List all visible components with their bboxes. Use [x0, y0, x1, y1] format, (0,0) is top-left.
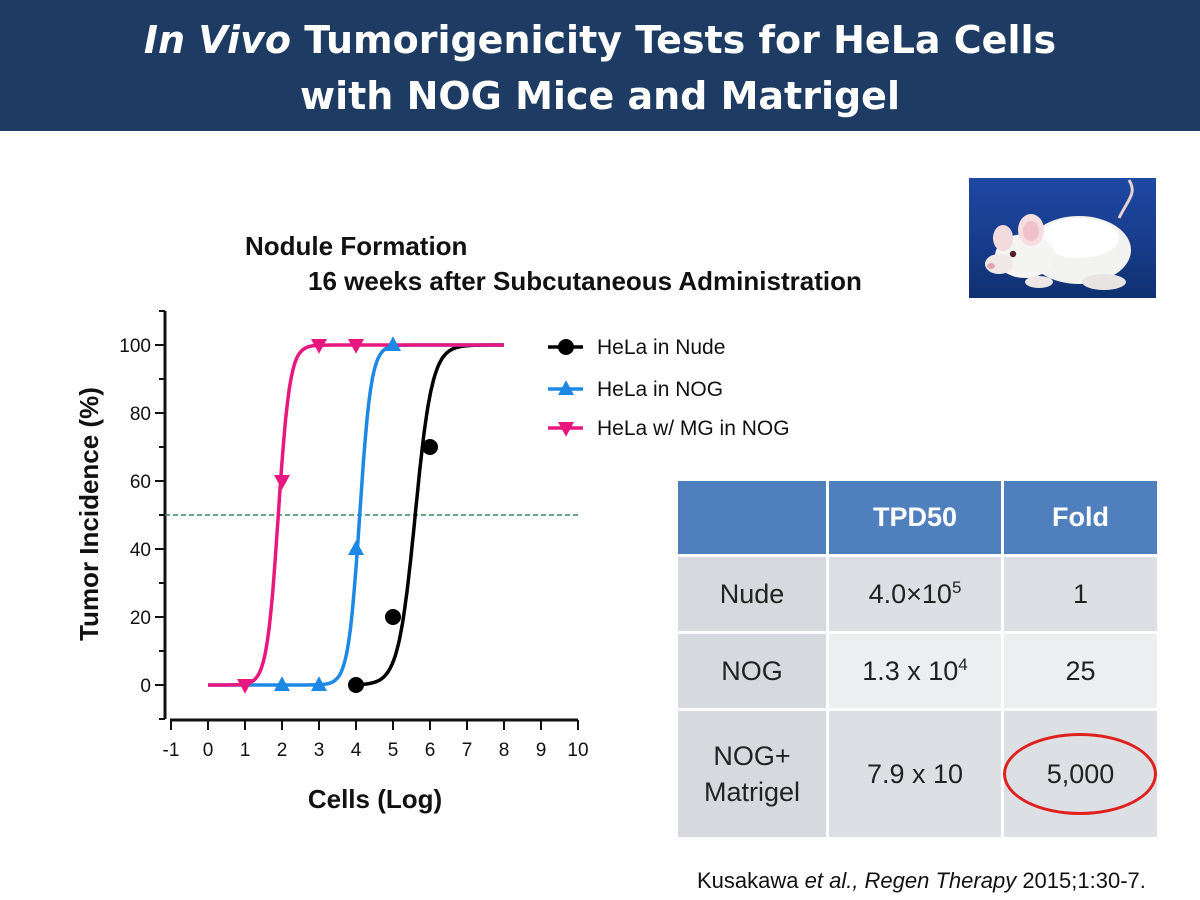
- fit-curve-2: [208, 343, 504, 687]
- legend-label: HeLa in NOG: [597, 378, 723, 401]
- data-point-0: [348, 677, 364, 693]
- data-point-1: [311, 676, 327, 691]
- x-axis-label: Cells (Log): [308, 784, 442, 814]
- fold-value: 25: [1001, 631, 1160, 711]
- fold-value: 1: [1001, 554, 1160, 634]
- x-tick-label: 4: [351, 740, 362, 761]
- table-header-row: TPD50 Fold: [675, 478, 1160, 557]
- row-label: NOG+ Matrigel: [675, 708, 829, 840]
- table-row: NOG 1.3 x 104 25: [675, 631, 1160, 711]
- fit-curve-1: [208, 343, 504, 687]
- data-point-1: [348, 540, 364, 555]
- x-tick-label: 9: [536, 740, 547, 761]
- row-label-line2: Matrigel: [703, 777, 801, 807]
- x-tick-label: 0: [203, 740, 214, 761]
- chart-axes: 0 20 40 60 80 100 -1 0 1 2 3 4 5 6 7 8 9 10: [119, 310, 589, 761]
- y-tick-label: 0: [140, 676, 151, 697]
- tpd50-value: 7.9 x 10: [826, 708, 1004, 840]
- row-label: Nude: [675, 554, 829, 634]
- x-tick-label: 8: [499, 740, 510, 761]
- y-tick-label: 20: [130, 608, 151, 629]
- row-label: NOG: [675, 631, 829, 711]
- x-tick-label: 3: [314, 740, 325, 761]
- tpd50-value: 1.3 x 104: [826, 631, 1004, 711]
- legend-marker: [558, 380, 574, 395]
- y-tick-label: 100: [119, 336, 151, 357]
- y-axis-label: Tumor Incidence (%): [74, 387, 104, 641]
- table-header-fold: Fold: [1001, 478, 1160, 557]
- data-point-2: [274, 475, 290, 490]
- chart-legend: HeLa in Nude HeLa in NOG HeLa w/ MG in NOG: [548, 336, 790, 440]
- data-point-1: [274, 676, 290, 691]
- mouse-photo: [969, 178, 1156, 298]
- legend-label: HeLa in Nude: [597, 336, 725, 359]
- y-tick-label: 60: [130, 472, 151, 493]
- data-point-0: [385, 609, 401, 625]
- table-header-tpd50: TPD50: [826, 478, 1004, 557]
- data-point-0: [422, 439, 438, 455]
- x-tick-label: 10: [567, 740, 588, 761]
- x-tick-label: 5: [388, 740, 399, 761]
- x-tick-label: 2: [277, 740, 288, 761]
- mouse-icon: [985, 179, 1134, 290]
- data-point-1: [385, 336, 401, 351]
- y-tick-label: 80: [130, 404, 151, 425]
- x-tick-label: 6: [425, 740, 436, 761]
- title-banner: In Vivo Tumorigenicity Tests for HeLa Ce…: [0, 0, 1200, 131]
- title-rest: Tumorigenicity Tests for HeLa Cells: [290, 18, 1057, 62]
- table-row: NOG+ Matrigel 7.9 x 10 5,000: [675, 708, 1160, 840]
- highlighted-fold: 5,000: [1003, 733, 1158, 815]
- x-tick-label: -1: [163, 740, 180, 761]
- legend-label: HeLa w/ MG in NOG: [597, 417, 790, 440]
- exponent: 4: [958, 654, 968, 674]
- title-italic: In Vivo: [143, 18, 291, 62]
- data-point-2: [237, 679, 253, 694]
- x-tick-label: 7: [462, 740, 473, 761]
- chart-subtitle: 16 weeks after Subcutaneous Administrati…: [308, 266, 862, 296]
- highlight-ellipse: [1003, 733, 1158, 815]
- tpd50-value: 4.0×105: [826, 554, 1004, 634]
- exponent: 5: [951, 577, 962, 597]
- legend-marker: [558, 339, 574, 355]
- y-tick-label: 40: [130, 540, 151, 561]
- chart-title: Nodule Formation: [245, 231, 468, 261]
- citation: Kusakawa et al., Regen Therapy 2015;1:30…: [697, 868, 1146, 893]
- tpd50-table: TPD50 Fold Nude 4.0×105 1 NOG 1.3 x 104 …: [675, 478, 1160, 840]
- table-row: Nude 4.0×105 1: [675, 554, 1160, 634]
- data-point-2: [311, 339, 327, 354]
- chart-curves: [208, 343, 504, 687]
- data-point-2: [348, 339, 364, 354]
- slide-title-line2: with NOG Mice and Matrigel: [300, 74, 900, 118]
- table-header-blank: [675, 478, 829, 557]
- slide-title-line1: In Vivo Tumorigenicity Tests for HeLa Ce…: [0, 12, 1200, 68]
- fold-value: 5,000: [1001, 708, 1160, 840]
- row-label-line1: NOG+: [713, 741, 791, 771]
- chart-markers: [237, 336, 438, 694]
- x-tick-label: 1: [240, 740, 251, 761]
- legend-marker: [558, 422, 574, 437]
